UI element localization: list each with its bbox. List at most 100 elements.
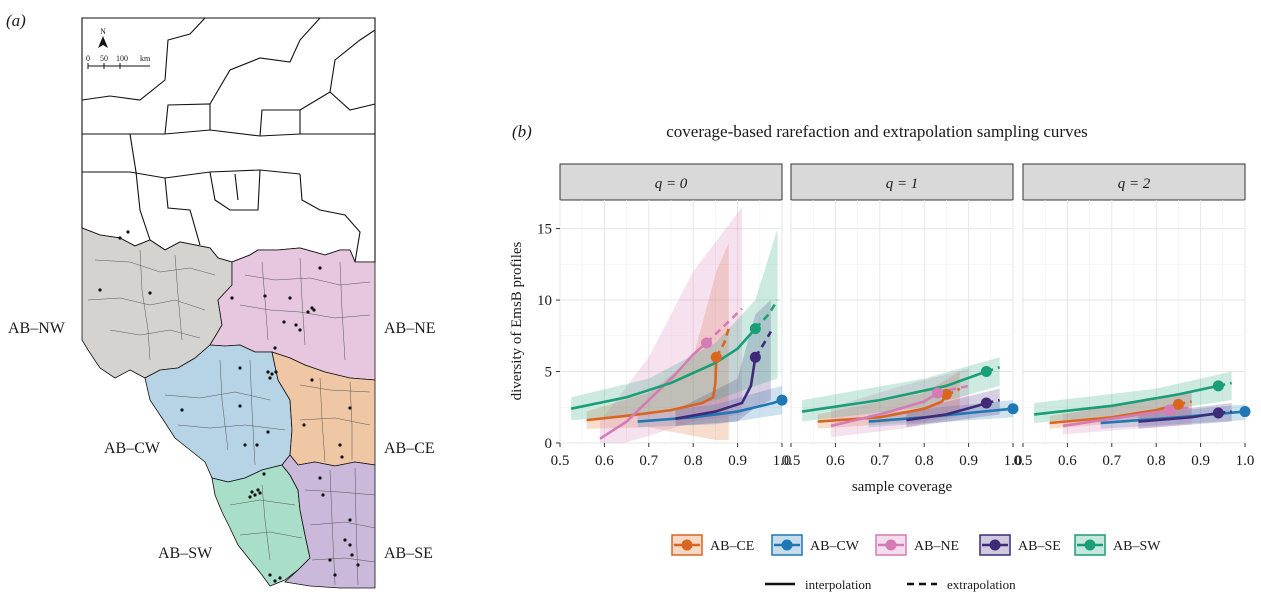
legend-point: [681, 539, 693, 551]
sampling-site-point: [250, 490, 254, 494]
sampling-site-point: [318, 476, 322, 480]
interpolation-line: [1062, 408, 1170, 428]
reference-sample-point: [776, 394, 788, 406]
sampling-site-point: [338, 443, 342, 447]
sampling-site-point: [243, 443, 247, 447]
sampling-site-point: [270, 372, 274, 376]
extrapolation-line: [705, 307, 743, 344]
sampling-site-point: [148, 291, 152, 295]
facet-strip: [559, 163, 783, 201]
sampling-site-point: [318, 266, 322, 270]
sampling-site-point: [98, 288, 102, 292]
facet-strip: [790, 163, 1014, 201]
chart-legend: AB–CE AB–CW AB–NE AB–SE AB–SW: [671, 534, 1161, 556]
legend-item: AB–SW: [1074, 534, 1161, 556]
reference-sample-point: [1007, 403, 1019, 415]
sampling-site-point: [266, 430, 270, 434]
x-tick-label: 0.8: [915, 453, 934, 469]
facet-grid: [559, 200, 783, 444]
legend-point: [885, 539, 897, 551]
sampling-site-point: [294, 323, 298, 327]
facet-strip-label: q = 0: [655, 176, 688, 192]
interpolation-line: [599, 341, 708, 440]
facet-panel: q = 0 0.5 0.6 0.7 0.8 0.9 1.0 0 5 10 15: [537, 163, 792, 469]
reference-sample-point: [940, 388, 952, 400]
x-tick-label: 0.7: [870, 453, 889, 469]
sampling-site-point: [348, 518, 352, 522]
sampling-site-point: [255, 443, 259, 447]
x-tick-label: 0.8: [1147, 453, 1166, 469]
legend-label: AB–SW: [1113, 539, 1161, 554]
confidence-band: [817, 371, 960, 429]
x-tick-label: 0.7: [1102, 453, 1121, 469]
extrapolation-line: [754, 299, 779, 330]
x-tick-label: 0.5: [1014, 453, 1033, 469]
x-tick-label: 0.8: [684, 453, 703, 469]
confidence-band: [599, 207, 743, 443]
legend-item: AB–NE: [875, 534, 959, 556]
x-tick-label: 0.6: [595, 453, 614, 469]
alberta-region-map: (a): [6, 11, 436, 589]
reference-sample-point: [749, 323, 761, 335]
sampling-site-point: [253, 493, 257, 497]
facet-strip-label: q = 2: [1118, 176, 1151, 192]
sampling-site-point: [268, 376, 272, 380]
interpolation-line: [586, 357, 718, 422]
interpolation-line: [637, 398, 782, 423]
reference-sample-point: [710, 351, 722, 363]
facet-panel: q = 1 0.5 0.6 0.7 0.8 0.9 1.0: [782, 163, 1022, 469]
sampling-site-point: [262, 472, 266, 476]
chart-facets: q = 0 0.5 0.6 0.7 0.8 0.9 1.0 0 5 10 15 q = 1 0.5 0.6…: [537, 163, 1254, 469]
interpolation-line: [801, 370, 987, 413]
x-axis-label: sample coverage: [852, 479, 953, 495]
sampling-site-point: [248, 495, 252, 499]
sampling-site-point: [348, 543, 352, 547]
legend-label: AB–CE: [710, 539, 754, 554]
sampling-site-point: [256, 488, 260, 492]
legend-label: AB–CW: [810, 539, 860, 554]
x-tick-label: 0.5: [551, 453, 570, 469]
extrapolation-line: [754, 330, 773, 358]
confidence-band: [830, 368, 969, 438]
sampling-site-point: [273, 579, 277, 583]
panel-a-label: (a): [6, 11, 26, 30]
sampling-site-point: [278, 576, 282, 580]
facet-grid: [1022, 200, 1246, 444]
extrapolation-label: extrapolation: [947, 577, 1016, 592]
reference-sample-point: [1239, 406, 1251, 418]
interpolation-line: [1138, 411, 1219, 423]
sampling-site-point: [340, 455, 344, 459]
scale-bar: 0 50 100 km: [86, 54, 151, 69]
reference-sample-point: [701, 337, 713, 349]
interpolation-line: [570, 327, 757, 410]
x-tick-label: 0.9: [959, 453, 978, 469]
sampling-site-point: [180, 408, 184, 412]
sampling-site-point: [273, 346, 277, 350]
sampling-site-point: [118, 236, 122, 240]
reference-sample-point: [1212, 407, 1224, 419]
y-tick-label: 10: [537, 293, 552, 309]
reference-sample-point: [1164, 404, 1176, 416]
panel-b-label: (b): [512, 122, 532, 141]
confidence-band: [586, 242, 729, 441]
x-tick-label: 1.0: [773, 453, 792, 469]
y-tick-label: 0: [545, 436, 553, 452]
sampling-site-point: [333, 573, 337, 577]
sampling-site-point: [263, 294, 267, 298]
facet-strip: [1022, 163, 1246, 201]
facet-series-layer: [570, 207, 782, 443]
scale-tick-0: 0: [86, 54, 90, 63]
facet-series-layer: [1033, 371, 1245, 435]
reference-sample-point: [1212, 380, 1224, 392]
legend-label: AB–NE: [914, 539, 959, 554]
north-label: N: [100, 27, 106, 36]
sampling-site-point: [126, 230, 130, 234]
sampling-sites: [98, 230, 360, 583]
legend-point: [781, 539, 793, 551]
region-label-ab-ne: AB–NE: [384, 320, 436, 337]
north-arrow: N: [98, 27, 108, 48]
scale-tick-100: 100: [116, 54, 128, 63]
sampling-site-point: [321, 493, 325, 497]
sampling-site-point: [230, 296, 234, 300]
